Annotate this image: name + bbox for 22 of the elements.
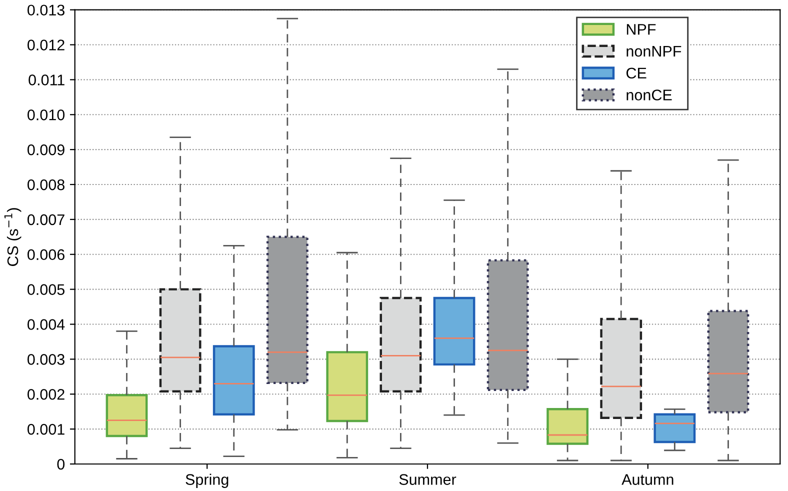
legend-label: NPF xyxy=(626,24,656,35)
legend-label: nonNPF xyxy=(626,46,682,57)
y-tick-label: 0.001 xyxy=(28,424,64,435)
y-axis-title: CS (s$^{−1}$) xyxy=(4,208,22,266)
y-tick-label: 0.008 xyxy=(28,179,64,190)
y-tick-label: 0.011 xyxy=(28,74,64,86)
y-tick-label: 0.012 xyxy=(28,40,64,50)
y-tick-label: 0.004 xyxy=(28,319,65,330)
y-tick-label: 0.007 xyxy=(28,214,64,226)
y-tick-label: 0.009 xyxy=(28,144,64,156)
y-tick-label: 0 xyxy=(57,458,65,470)
y-tick-label: 0.006 xyxy=(28,249,64,260)
x-tick-label: Spring xyxy=(186,474,228,488)
legend-label: CE xyxy=(626,68,646,79)
y-tick-label: 0.010 xyxy=(28,109,65,120)
x-tick-label: Autumn xyxy=(622,474,674,485)
y-tick-label: 0.003 xyxy=(28,354,64,365)
y-tick-label: 0.013 xyxy=(28,4,64,16)
y-tick-label: 0.002 xyxy=(28,388,64,400)
y-tick-label: 0.005 xyxy=(28,284,64,295)
x-tick-label: Summer xyxy=(399,474,456,485)
legend-label: nonCE xyxy=(626,90,672,100)
